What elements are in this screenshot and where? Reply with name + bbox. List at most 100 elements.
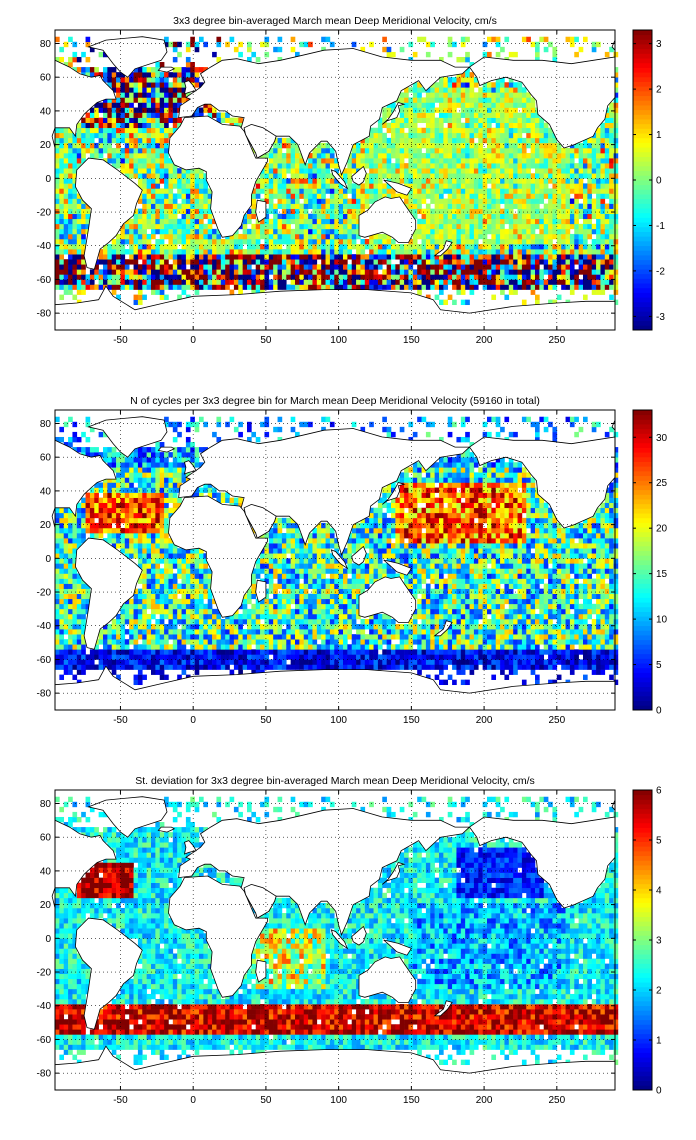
heatmap-cell xyxy=(129,527,134,534)
heatmap-cell xyxy=(81,208,86,215)
heatmap-cell xyxy=(142,472,147,478)
heatmap-cell xyxy=(587,269,593,275)
heatmap-cell xyxy=(81,507,86,514)
heatmap-cell xyxy=(281,254,287,260)
heatmap-cell xyxy=(129,512,134,519)
heatmap-cell xyxy=(521,203,527,209)
heatmap-cell xyxy=(452,168,457,174)
heatmap-cell xyxy=(556,294,562,300)
heatmap-cell xyxy=(137,193,143,199)
colorbar-segment xyxy=(633,165,652,172)
heatmap-cell xyxy=(508,188,514,194)
heatmap-cell xyxy=(268,183,274,189)
heatmap-cell xyxy=(137,664,143,670)
heatmap-cell xyxy=(569,213,575,220)
heatmap-cell xyxy=(517,228,523,235)
heatmap-cell xyxy=(164,218,169,225)
heatmap-cell xyxy=(303,249,309,255)
heatmap-cell xyxy=(124,112,130,118)
heatmap-cell xyxy=(465,168,470,174)
heatmap-cell xyxy=(552,218,558,225)
heatmap-cell xyxy=(316,198,322,204)
heatmap-cell xyxy=(569,279,575,285)
heatmap-cell xyxy=(578,249,584,255)
heatmap-cell xyxy=(369,249,374,255)
heatmap-cell xyxy=(181,274,187,280)
heatmap-cell xyxy=(76,284,82,290)
heatmap-cell xyxy=(569,259,575,265)
heatmap-cell xyxy=(168,223,174,230)
heatmap-cell xyxy=(111,618,117,625)
heatmap-cell xyxy=(360,46,366,53)
heatmap-cell xyxy=(308,41,313,48)
heatmap-cell xyxy=(377,254,383,260)
heatmap-cell xyxy=(591,228,597,235)
heatmap-cell xyxy=(482,223,488,230)
heatmap-cell xyxy=(447,193,453,199)
heatmap-cell xyxy=(111,82,117,88)
heatmap-cell xyxy=(146,188,152,194)
heatmap-cell xyxy=(408,173,414,179)
heatmap-cell xyxy=(172,92,178,98)
heatmap-cell xyxy=(591,153,597,159)
heatmap-cell xyxy=(199,67,204,73)
heatmap-cell xyxy=(469,213,475,220)
heatmap-cell xyxy=(81,279,86,285)
heatmap-cell xyxy=(111,259,117,265)
heatmap-cell xyxy=(347,284,353,290)
heatmap-cell xyxy=(391,132,396,139)
heatmap-cell xyxy=(347,223,353,230)
heatmap-cell xyxy=(530,178,536,184)
heatmap-cell xyxy=(382,279,387,285)
heatmap-cell xyxy=(63,583,69,589)
heatmap-cell xyxy=(539,163,545,169)
heatmap-cell xyxy=(312,173,318,179)
heatmap-cell xyxy=(194,183,200,189)
heatmap-cell xyxy=(399,284,405,290)
heatmap-cell xyxy=(391,147,396,154)
heatmap-cell xyxy=(94,107,99,113)
heatmap-cell xyxy=(439,56,444,63)
heatmap-cell xyxy=(530,289,536,295)
heatmap-cell xyxy=(469,223,475,230)
heatmap-cell xyxy=(59,137,65,144)
heatmap-cell xyxy=(273,153,278,159)
heatmap-cell xyxy=(155,244,161,250)
heatmap-cell xyxy=(482,274,488,280)
heatmap-cell xyxy=(408,163,414,169)
heatmap-cell xyxy=(76,517,82,524)
heatmap-cell xyxy=(574,36,579,43)
heatmap-cell xyxy=(76,573,82,579)
heatmap-cell xyxy=(399,127,405,134)
heatmap-cell xyxy=(111,482,117,488)
heatmap-cell xyxy=(543,36,549,43)
heatmap-cell xyxy=(530,284,536,290)
heatmap-cell xyxy=(308,238,313,245)
heatmap-cell xyxy=(600,213,606,220)
heatmap-cell xyxy=(513,147,518,154)
heatmap-cell xyxy=(591,142,597,149)
heatmap-cell xyxy=(120,223,126,230)
heatmap-cell xyxy=(159,238,165,245)
heatmap-cell xyxy=(116,659,121,665)
colorbar-segment xyxy=(633,231,652,237)
heatmap-cell xyxy=(543,223,549,230)
heatmap-cell xyxy=(116,77,121,83)
heatmap-cell xyxy=(356,153,361,159)
heatmap-cell xyxy=(68,193,73,199)
heatmap-cell xyxy=(399,244,405,250)
y-tick-label: -40 xyxy=(37,241,52,252)
heatmap-cell xyxy=(535,208,540,215)
heatmap-cell xyxy=(613,244,619,250)
heatmap-cell xyxy=(124,654,130,660)
heatmap-cell xyxy=(146,467,152,473)
heatmap-cell xyxy=(142,82,147,88)
heatmap-cell xyxy=(517,147,523,154)
heatmap-cell xyxy=(425,264,431,270)
heatmap-cell xyxy=(382,244,387,250)
heatmap-cell xyxy=(613,254,619,260)
heatmap-cell xyxy=(103,274,108,280)
heatmap-cell xyxy=(81,289,86,295)
heatmap-cell xyxy=(596,249,601,255)
heatmap-cell xyxy=(465,72,470,78)
